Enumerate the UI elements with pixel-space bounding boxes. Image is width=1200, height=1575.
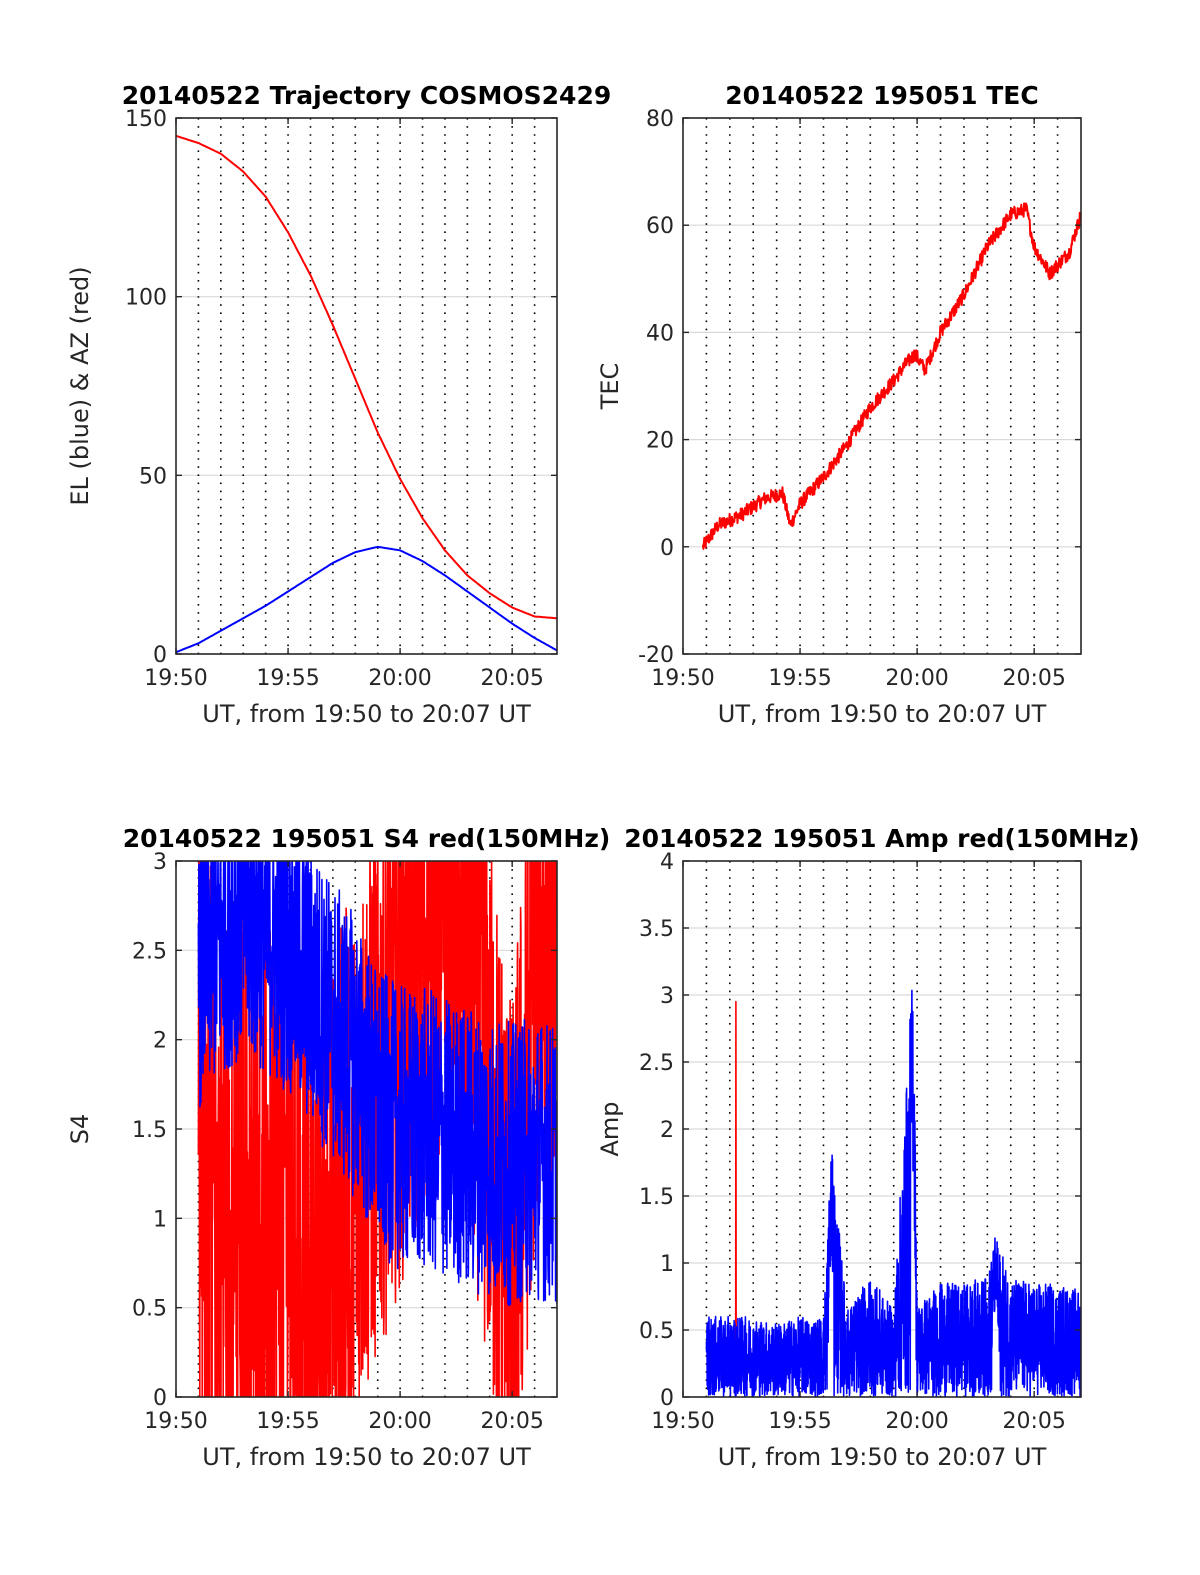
x-tick-label: 20:00 bbox=[368, 666, 431, 691]
y-tick-label: 0 bbox=[660, 536, 674, 561]
trajectory-y-axis-label: EL (blue) & AZ (red) bbox=[66, 266, 94, 505]
s4-plot-area bbox=[197, 861, 557, 1397]
x-tick-label: 19:50 bbox=[144, 1409, 207, 1434]
trajectory-x-axis-label: UT, from 19:50 to 20:07 UT bbox=[202, 700, 531, 728]
trajectory-series-el-blue--line bbox=[176, 545, 557, 654]
y-tick-label: 20 bbox=[646, 429, 674, 454]
x-tick-label: 20:05 bbox=[480, 1409, 543, 1434]
x-tick-label: 19:55 bbox=[256, 666, 319, 691]
y-tick-label: 100 bbox=[125, 286, 167, 311]
tec-y-axis-label: TEC bbox=[596, 363, 624, 411]
y-tick-label: 0 bbox=[153, 643, 167, 668]
amp-title: 20140522 195051 Amp red(150MHz) bbox=[624, 824, 1140, 853]
y-tick-label: 3 bbox=[153, 850, 167, 875]
y-tick-label: 0.5 bbox=[639, 1319, 674, 1344]
x-tick-label: 20:00 bbox=[368, 1409, 431, 1434]
y-tick-label: 4 bbox=[660, 850, 674, 875]
x-tick-label: 19:55 bbox=[256, 1409, 319, 1434]
y-tick-label: -20 bbox=[638, 643, 674, 668]
s4-y-axis-label: S4 bbox=[66, 1114, 94, 1145]
x-tick-label: 20:05 bbox=[1002, 1409, 1065, 1434]
s4-series-blue-line bbox=[197, 861, 557, 1307]
trajectory-series-az-red--line bbox=[176, 134, 557, 620]
tec-axes-box bbox=[682, 117, 1082, 655]
tec-title: 20140522 195051 TEC bbox=[725, 81, 1038, 110]
x-tick-label: 19:50 bbox=[651, 666, 714, 691]
x-tick-label: 20:05 bbox=[480, 666, 543, 691]
s4-title: 20140522 195051 S4 red(150MHz) bbox=[123, 824, 611, 853]
s4-x-axis-label: UT, from 19:50 to 20:07 UT bbox=[202, 1443, 531, 1471]
amp-y-axis-label: Amp bbox=[596, 1101, 624, 1156]
y-tick-label: 2 bbox=[660, 1118, 674, 1143]
amp-plot-area bbox=[705, 989, 1081, 1397]
x-tick-label: 20:00 bbox=[885, 1409, 948, 1434]
s4-panel: 19:50 19:55 20:00 20:05 0 0.5 1 1.5 2 2.5 32014052… bbox=[66, 824, 610, 1471]
amp-panel: 19:50 19:55 20:00 20:05 0 0.5 1 1.5 2 2.5 3 3.5 4201… bbox=[596, 824, 1140, 1471]
y-tick-label: 3 bbox=[660, 984, 674, 1009]
y-tick-label: 2 bbox=[153, 1029, 167, 1054]
x-tick-label: 19:50 bbox=[144, 666, 207, 691]
x-tick-label: 20:05 bbox=[1002, 666, 1065, 691]
y-tick-label: 40 bbox=[646, 321, 674, 346]
trajectory-title: 20140522 Trajectory COSMOS2429 bbox=[122, 81, 612, 110]
y-tick-label: 60 bbox=[646, 214, 674, 239]
y-tick-label: 0 bbox=[660, 1386, 674, 1411]
s4-series-red-line bbox=[197, 861, 557, 1397]
amp-series-blue-line bbox=[705, 989, 1081, 1397]
y-tick-label: 1 bbox=[660, 1252, 674, 1277]
trajectory-axes-box bbox=[175, 117, 558, 655]
y-tick-label: 1 bbox=[153, 1207, 167, 1232]
y-tick-label: 2.5 bbox=[132, 939, 167, 964]
y-tick-label: 1.5 bbox=[639, 1185, 674, 1210]
y-tick-label: 3.5 bbox=[639, 917, 674, 942]
x-tick-label: 19:50 bbox=[651, 1409, 714, 1434]
x-tick-label: 19:55 bbox=[768, 666, 831, 691]
y-tick-label: 0.5 bbox=[132, 1297, 167, 1322]
y-tick-label: 80 bbox=[646, 107, 674, 132]
y-tick-label: 150 bbox=[125, 107, 167, 132]
x-tick-label: 19:55 bbox=[768, 1409, 831, 1434]
y-tick-label: 2.5 bbox=[639, 1051, 674, 1076]
tec-panel: 19:50 19:55 20:00 20:05 -20 0 20 40 60 80 20140522… bbox=[596, 81, 1082, 728]
trajectory-grid bbox=[176, 118, 557, 654]
trajectory-plot-area bbox=[176, 134, 557, 654]
y-tick-label: 1.5 bbox=[132, 1118, 167, 1143]
tec-series-tec-line bbox=[701, 202, 1081, 550]
tec-x-axis-label: UT, from 19:50 to 20:07 UT bbox=[718, 700, 1047, 728]
tec-grid bbox=[683, 118, 1081, 654]
amp-x-axis-label: UT, from 19:50 to 20:07 UT bbox=[718, 1443, 1047, 1471]
y-tick-label: 50 bbox=[139, 464, 167, 489]
y-tick-label: 0 bbox=[153, 1386, 167, 1411]
x-tick-label: 20:00 bbox=[885, 666, 948, 691]
tec-plot-area bbox=[701, 202, 1081, 550]
